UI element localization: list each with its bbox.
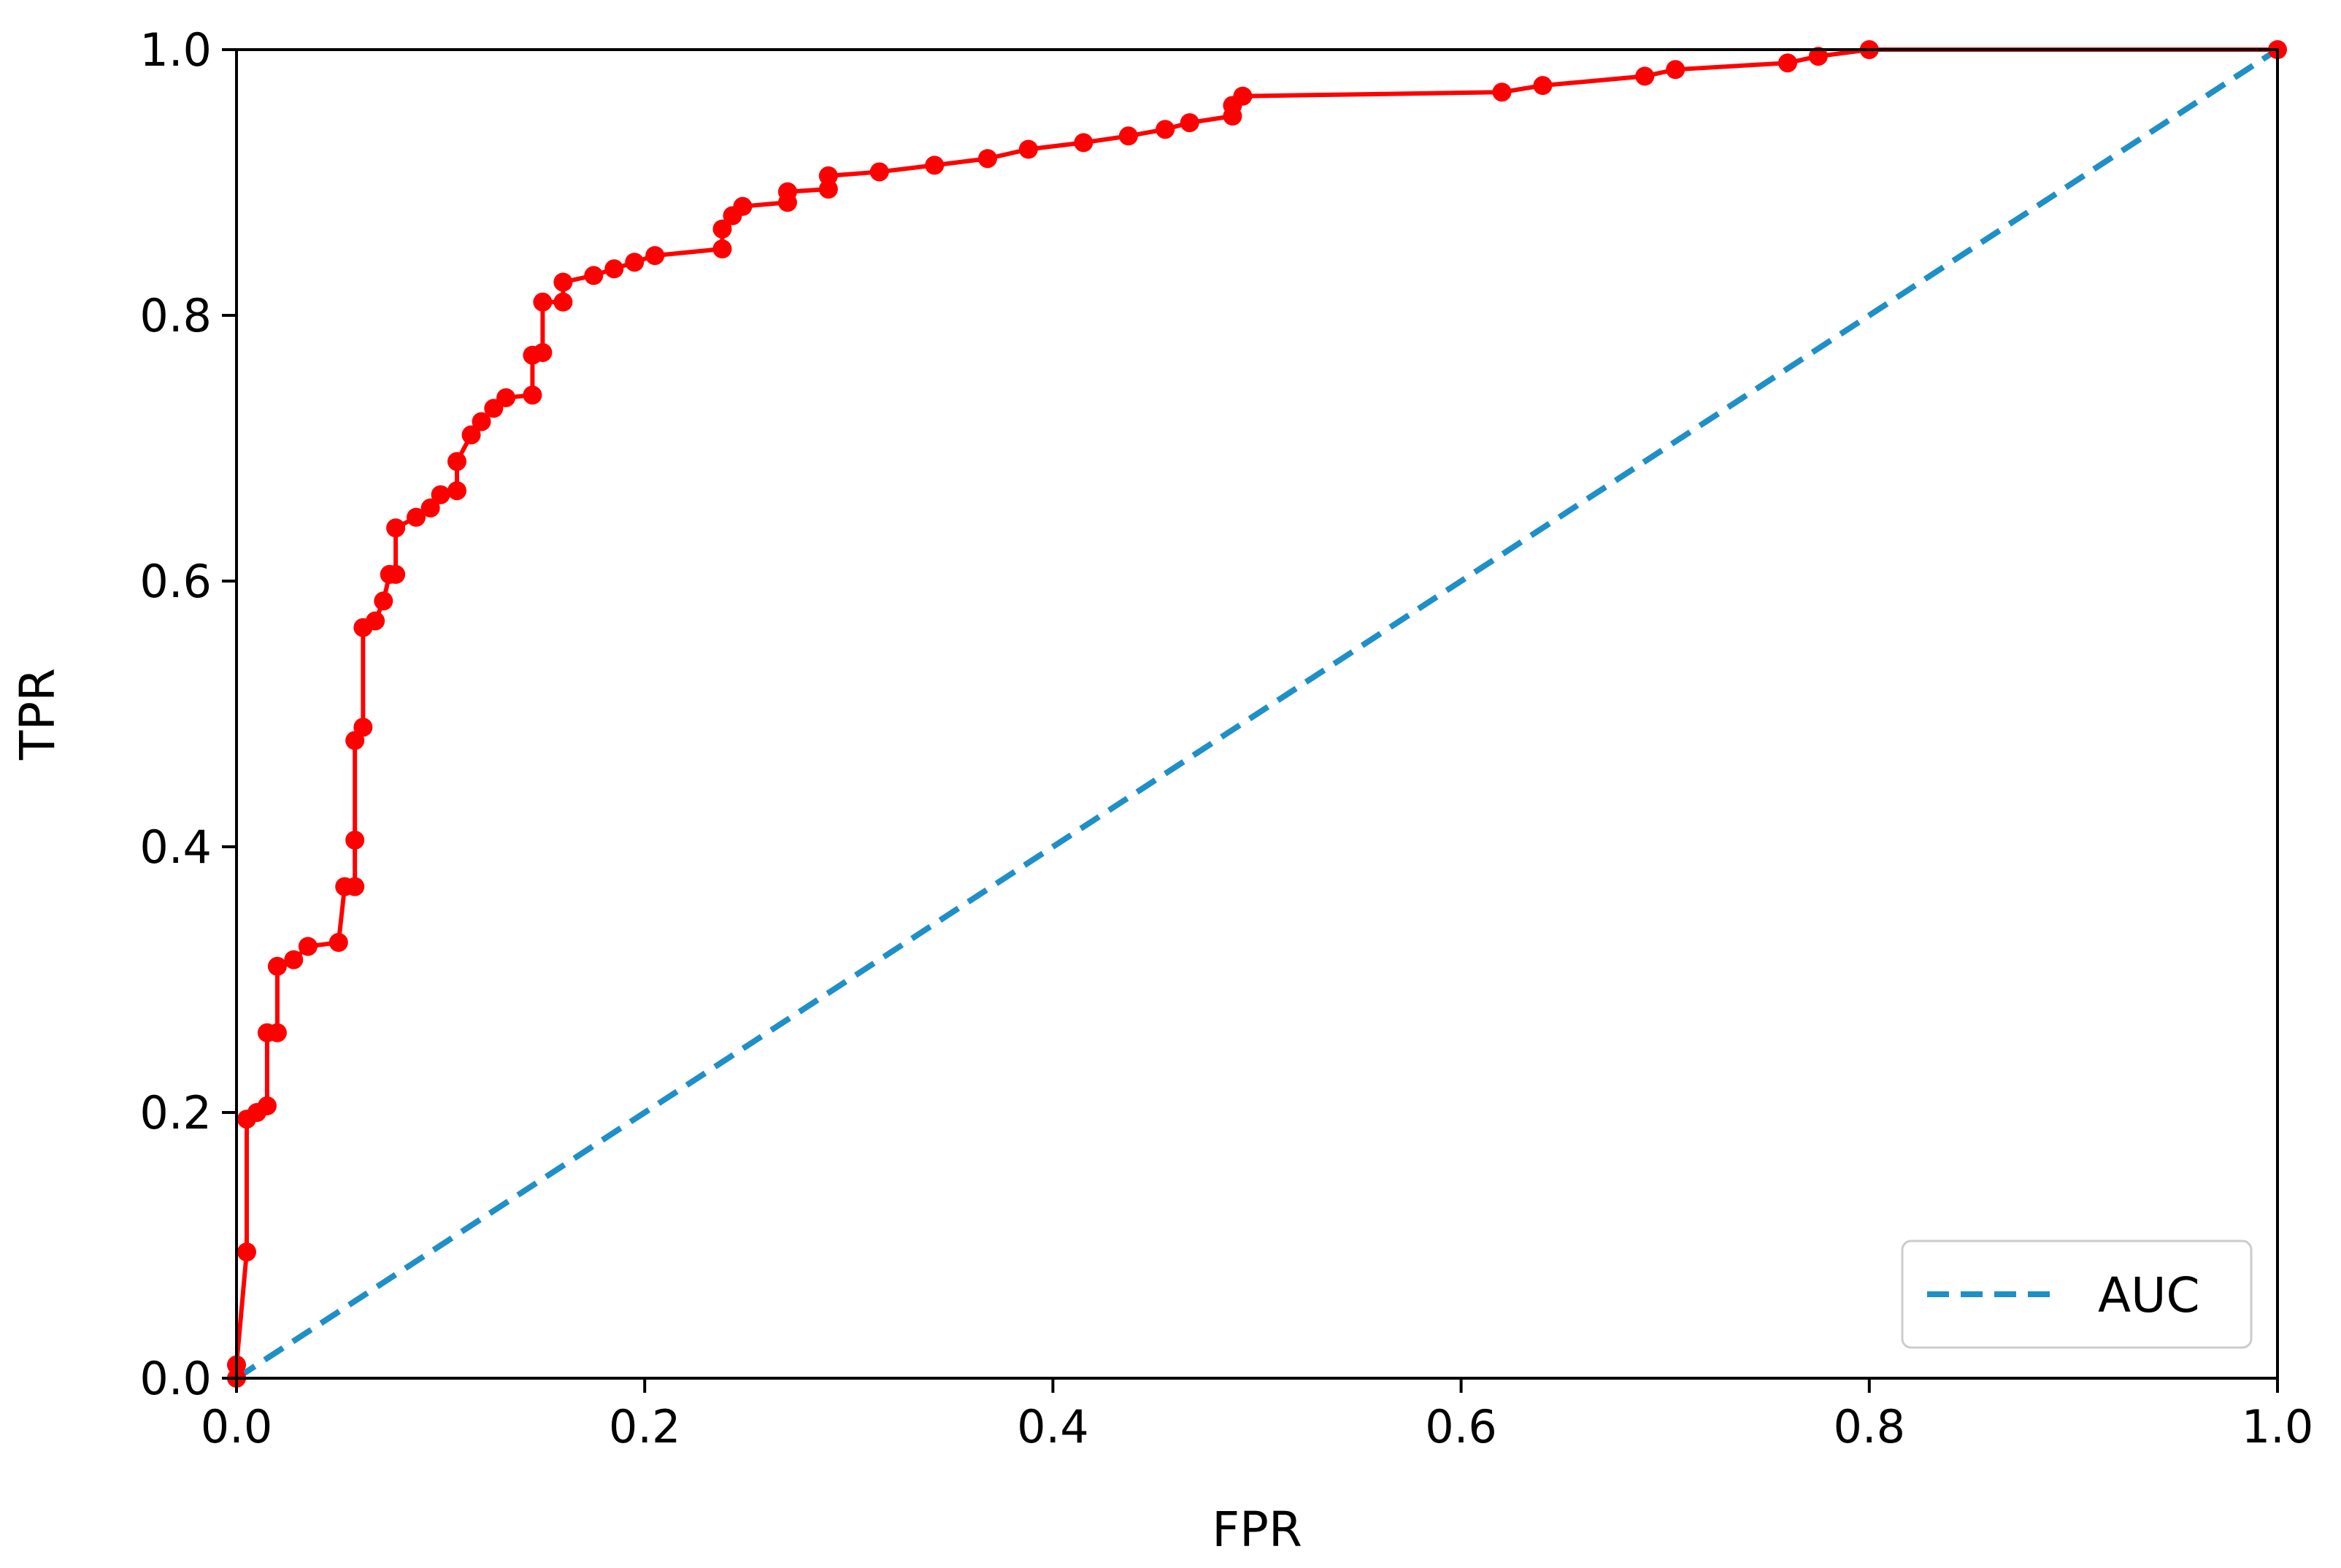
roc-point — [237, 1242, 256, 1262]
y-tick-label: 0.6 — [139, 555, 212, 608]
roc-point — [523, 385, 542, 405]
roc-point — [712, 239, 732, 258]
roc-point — [1533, 76, 1553, 96]
y-tick-label: 0.4 — [139, 820, 212, 874]
roc-point — [447, 452, 466, 472]
x-tick-label: 0.8 — [1833, 1400, 1905, 1453]
y-tick-label: 0.0 — [139, 1352, 212, 1405]
roc-point — [645, 246, 665, 266]
roc-point — [1808, 47, 1828, 66]
x-tick-label: 0.0 — [201, 1400, 273, 1453]
roc-point — [267, 1023, 287, 1042]
roc-point — [818, 166, 838, 185]
x-tick-label: 0.6 — [1425, 1400, 1497, 1453]
roc-point — [447, 481, 466, 501]
roc-point — [257, 1096, 277, 1115]
roc-point — [298, 937, 318, 956]
roc-point — [1666, 60, 1685, 80]
roc-point — [1018, 139, 1038, 159]
roc-point — [420, 498, 440, 518]
y-tick-label: 0.8 — [139, 289, 212, 342]
roc-point — [472, 412, 491, 431]
roc-point — [345, 877, 365, 896]
y-axis: 0.0 0.2 0.4 0.6 0.8 1.0 — [139, 23, 237, 1405]
auc-dashed-line — [234, 47, 2280, 1381]
roc-point — [407, 507, 426, 527]
x-tick-label: 0.4 — [1017, 1400, 1089, 1453]
roc-point — [461, 425, 481, 445]
roc-point — [386, 518, 406, 538]
roc-point — [604, 259, 624, 279]
roc-point — [1233, 86, 1253, 106]
roc-point — [284, 950, 304, 969]
roc-point — [366, 611, 385, 631]
plot-frame — [235, 48, 2279, 1380]
x-tick-label: 0.2 — [609, 1400, 681, 1453]
roc-point — [733, 196, 753, 216]
roc-point — [374, 591, 393, 611]
roc-point — [777, 182, 797, 201]
roc-point — [1635, 66, 1655, 86]
roc-point — [484, 399, 504, 418]
y-tick-label: 0.2 — [139, 1086, 212, 1140]
x-axis-label: FPR — [1212, 1502, 1302, 1558]
roc-point — [496, 388, 516, 407]
legend-box — [1901, 1240, 2253, 1349]
roc-point — [925, 155, 945, 175]
roc-point — [533, 342, 553, 362]
roc-point — [1777, 53, 1797, 73]
roc-point — [553, 292, 573, 312]
x-tick-label: 1.0 — [2242, 1400, 2314, 1453]
roc-point — [533, 292, 553, 312]
roc-point — [431, 485, 450, 504]
roc-point — [1156, 120, 1175, 139]
roc-point — [1118, 126, 1138, 146]
roc-point — [328, 933, 348, 953]
roc-point — [1180, 113, 1199, 133]
data-layer — [227, 40, 2287, 1388]
legend-label-auc: AUC — [2098, 1267, 2200, 1323]
roc-point — [977, 149, 997, 169]
roc-point — [869, 162, 889, 182]
roc-point — [267, 956, 287, 976]
roc-point — [818, 180, 838, 199]
roc-point — [553, 272, 573, 292]
roc-point — [386, 564, 406, 584]
roc-point — [712, 219, 732, 239]
x-axis: 0.0 0.2 0.4 0.6 0.8 1.0 — [201, 1378, 2314, 1453]
y-axis-label: TPR — [9, 668, 66, 761]
roc-point — [1492, 82, 1512, 102]
roc-point — [353, 718, 373, 737]
roc-point — [584, 266, 604, 285]
legend: AUC — [1901, 1240, 2253, 1349]
roc-point — [1074, 133, 1093, 153]
roc-point — [625, 253, 645, 272]
roc-point — [345, 830, 365, 850]
y-tick-label: 1.0 — [139, 23, 212, 77]
